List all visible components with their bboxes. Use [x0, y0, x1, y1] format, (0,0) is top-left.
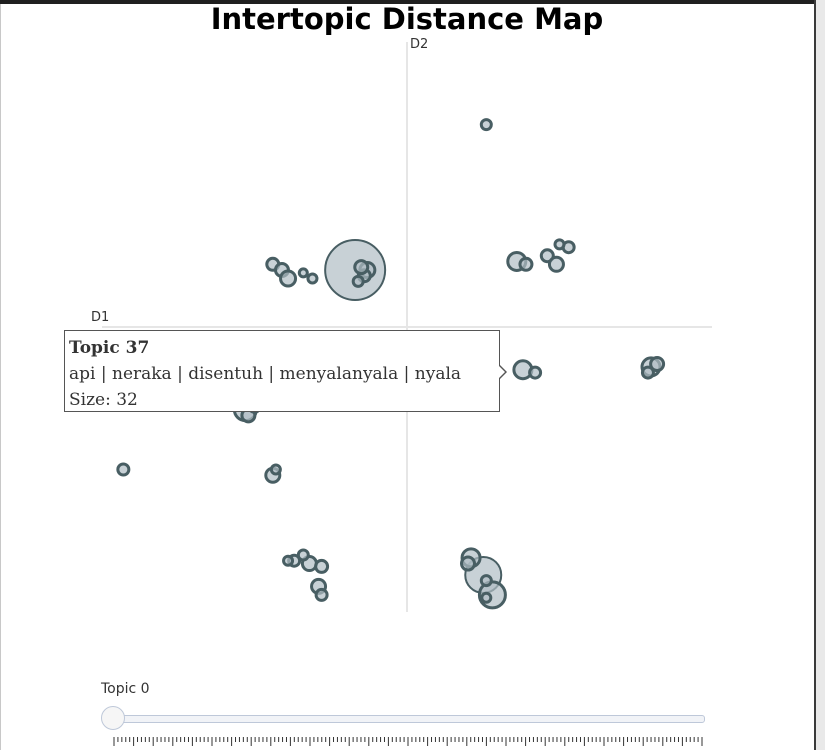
topic-bubbles	[116, 118, 666, 610]
topic-bubble[interactable]	[640, 365, 655, 380]
topic-bubble[interactable]	[528, 365, 543, 380]
axes	[102, 42, 712, 612]
topic-bubble[interactable]	[480, 591, 493, 604]
window-top-border	[0, 0, 816, 4]
topic-bubble[interactable]	[116, 462, 131, 477]
tooltip-size: Size: 32	[69, 390, 138, 410]
topic-bubble[interactable]	[279, 269, 298, 288]
topic-bubble[interactable]	[553, 238, 566, 251]
topic-bubble[interactable]	[314, 558, 330, 574]
topic-bubble[interactable]	[296, 548, 310, 562]
topic-bubble[interactable]	[351, 274, 365, 288]
y-axis-label: D2	[410, 37, 428, 52]
topic-tooltip: Topic 37 api | neraka | disentuh | menya…	[64, 330, 500, 412]
topic-bubble[interactable]	[479, 118, 493, 132]
tooltip-arrow-fill	[498, 365, 505, 379]
tooltip-words: api | neraka | disentuh | menyalanyala |…	[69, 364, 462, 384]
topic-slider-handle[interactable]	[101, 706, 125, 730]
window-right-border	[814, 0, 816, 750]
topic-bubble[interactable]	[547, 255, 565, 273]
topic-bubble[interactable]	[479, 574, 493, 588]
topic-bubble[interactable]	[649, 356, 666, 373]
x-axis-label: D1	[91, 310, 109, 325]
topic-bubble[interactable]	[297, 267, 309, 279]
topic-bubble[interactable]	[460, 555, 476, 572]
tooltip-title: Topic 37	[69, 338, 150, 358]
topic-bubble[interactable]	[269, 463, 282, 476]
topic-bubble[interactable]	[282, 554, 295, 567]
chart-title: Intertopic Distance Map	[210, 2, 604, 36]
topic-bubble[interactable]	[518, 256, 534, 272]
topic-bubble[interactable]	[314, 587, 329, 602]
intertopic-chart: D1 D2	[91, 37, 712, 612]
topic-bubble[interactable]	[353, 259, 370, 276]
topic-slider-label: Topic 0	[101, 681, 150, 697]
topic-bubble[interactable]	[306, 272, 319, 285]
